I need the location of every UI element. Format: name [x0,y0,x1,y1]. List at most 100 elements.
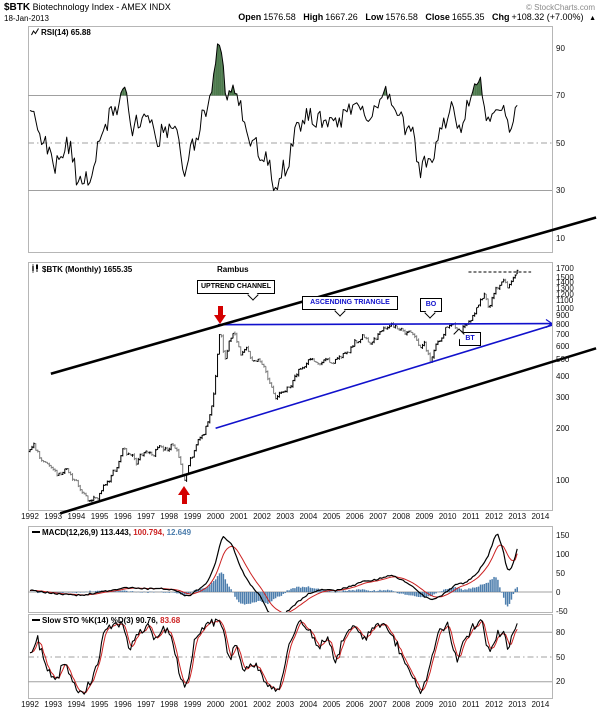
callout-ascending-triangle: ASCENDING TRIANGLE [302,296,398,310]
price-x-axis-label: 1997 [137,512,155,521]
sto-x-axis-label: 2002 [253,700,271,709]
price-x-axis-label: 2007 [369,512,387,521]
sto-y-axis-label: 80 [556,627,565,637]
price-x-axis-label: 2009 [415,512,434,521]
sto-x-axis-label: 2003 [276,700,295,709]
sto-x-axis-label: 1996 [113,700,132,709]
red-up-arrow-icon [177,486,191,505]
sto-x-axis-label: 1997 [137,700,155,709]
rsi-y-axis-label: 10 [556,233,565,243]
price-y-axis-label: 800 [556,320,570,330]
line-swatch-icon [32,619,40,621]
price-x-axis-label: 2011 [462,512,480,521]
price-y-axis-label: 900 [556,311,570,321]
sto-y-axis-label: 50 [556,652,565,662]
price-y-axis-label: 700 [556,330,570,340]
high-label: High [303,12,324,22]
macd-hist-value: 12.649 [166,528,192,537]
sto-x-axis-label: 2005 [322,700,341,709]
sto-x-axis-label: 2010 [438,700,457,709]
price-y-axis-label: 1700 [556,263,574,273]
macd-value: 113.443, [100,528,131,537]
macd-y-axis-label: -50 [556,606,568,616]
price-x-axis-label: 1995 [90,512,109,521]
price-x-axis-label: 1999 [183,512,202,521]
price-x-axis-label: 1993 [44,512,63,521]
price-x-axis-label: 2008 [392,512,411,521]
rsi-y-axis-label: 50 [556,138,565,148]
sto-x-axis-label: 1999 [183,700,202,709]
open-label: Open [238,12,262,22]
copyright: © StockCharts.com [525,3,595,12]
sto-x-axis-label: 1995 [90,700,109,709]
open-value: 1576.58 [263,12,296,22]
macd-name: MACD(12,26,9) [42,528,99,537]
uptrend-channel-text: UPTREND CHANNEL [201,283,271,290]
macd-y-axis-label: 0 [556,587,561,597]
price-x-axis-label: 2013 [508,512,527,521]
rsi-label-text: RSI(14) 65.88 [41,28,91,37]
chg-label: Chg [491,12,510,22]
price-x-axis-label: 2004 [299,512,318,521]
price-x-axis-label: 2005 [322,512,341,521]
chg-value: +108.32 (+7.00%) [511,12,584,22]
price-y-axis-label: 600 [556,341,570,351]
price-y-axis-label: 1200 [556,289,574,299]
price-x-axis-label: 2000 [206,512,225,521]
sto-d-value: 83.68 [160,616,181,625]
price-y-axis-label: 1100 [556,296,574,306]
ohlc-quote-bar: Open 1576.58 High 1667.26 Low 1576.58 Close… [233,12,596,22]
up-triangle-icon: ▲ [589,15,596,22]
sto-x-axis-label: 1993 [44,700,63,709]
price-panel-label: $BTK (Monthly) 1655.35 [31,264,132,275]
bo-text: BO [425,301,437,308]
price-x-axis-label: 1994 [67,512,86,521]
price-x-axis-label: 2012 [485,512,503,521]
sto-x-axis-label: 2011 [462,700,480,709]
price-y-axis-label: 200 [556,423,570,433]
rsi-y-axis-label: 70 [556,91,565,100]
callout-uptrend-channel: UPTREND CHANNEL [197,280,275,294]
low-value: 1576.58 [385,12,418,22]
price-y-axis-label: 300 [556,393,570,403]
sto-x-axis-label: 2004 [299,700,318,709]
sto-x-axis-label: 1994 [67,700,86,709]
macd-y-axis-label: 50 [556,568,565,578]
price-label-text: $BTK (Monthly) 1655.35 [42,265,133,274]
sto-x-axis-label: 2014 [531,700,550,709]
rsi-y-axis-label: 30 [556,186,565,195]
price-y-axis-label: 400 [556,371,570,381]
sto-x-axis-label: 2013 [508,700,527,709]
sto-x-axis-label: 1998 [160,700,179,709]
macd-y-axis-label: 150 [556,530,570,540]
red-down-arrow-icon [213,306,227,325]
chart-title: $BTK Biotechnology Index - AMEX INDX [4,2,171,13]
sto-x-axis-label: 2000 [206,700,225,709]
rsi-y-axis-label: 90 [556,43,565,53]
sto-x-axis-label: 2001 [229,700,248,709]
high-value: 1667.26 [325,12,358,22]
macd-y-axis-label: 100 [556,549,570,559]
sto-y-axis-label: 20 [556,677,565,687]
price-x-axis-label: 1996 [113,512,132,521]
price-x-axis-label: 2006 [345,512,364,521]
sto-x-axis-label: 1992 [21,700,39,709]
price-y-axis-label: 1000 [556,303,574,313]
price-x-axis-label: 1998 [160,512,179,521]
price-x-axis-label: 2014 [531,512,550,521]
candlestick-icon [31,264,40,275]
price-x-axis-label: 2010 [438,512,457,521]
macd-signal-value: 100.794, [133,528,165,537]
price-x-axis-label: 2001 [229,512,248,521]
rambus-signature: Rambus [217,265,249,274]
chart-date: 18-Jan-2013 [4,14,49,23]
sto-x-axis-label: 2012 [485,700,503,709]
sto-name: Slow STO %K(14) %D(3) [42,616,134,625]
sto-x-axis-label: 2009 [415,700,434,709]
sto-panel-label: Slow STO %K(14) %D(3) 90.76, 83.68 [32,616,180,625]
rsi-panel-label: RSI(14) 65.88 [31,28,91,38]
price-y-axis-label: 100 [556,475,570,485]
close-value: 1655.35 [451,12,485,22]
